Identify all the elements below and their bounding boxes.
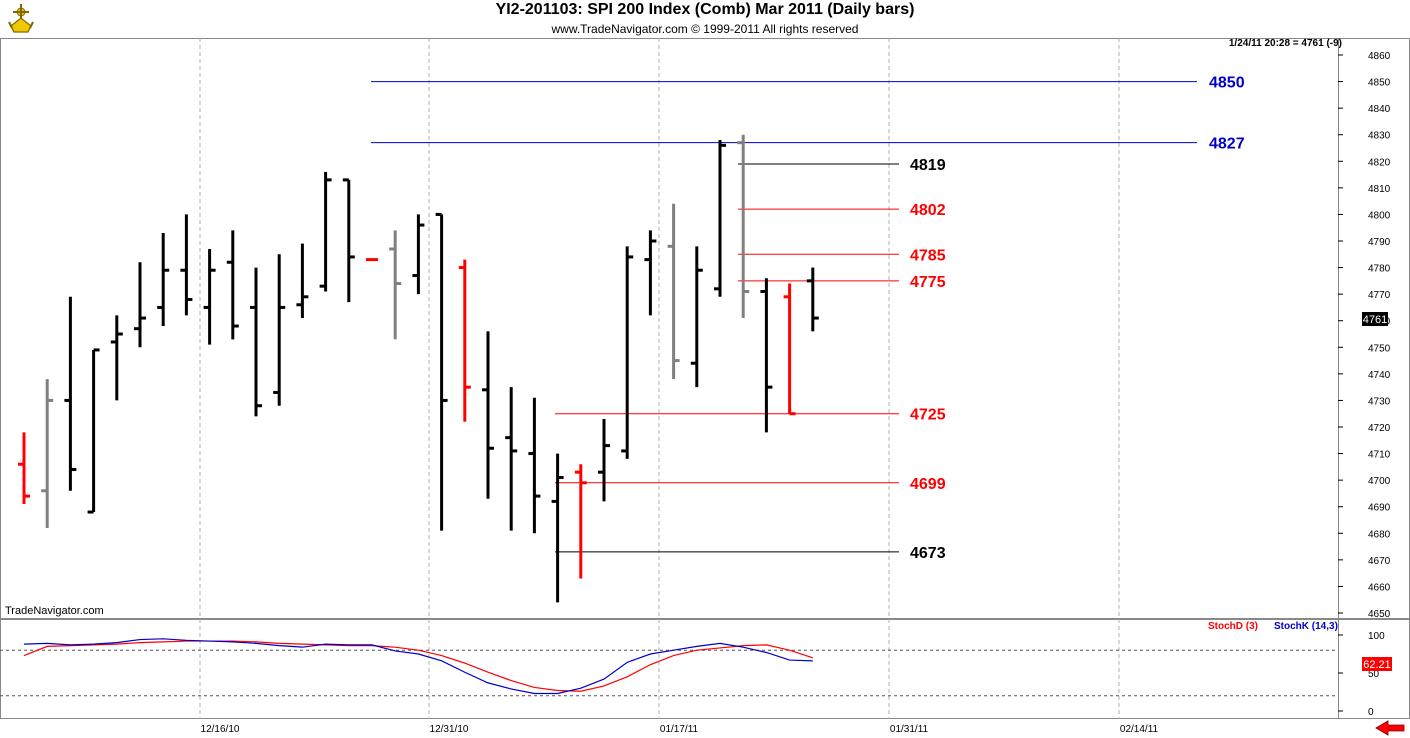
ohlc-bar xyxy=(319,171,332,292)
price-axis-label: 4790 xyxy=(1368,237,1391,248)
x-tick-label: 02/14/11 xyxy=(1120,724,1159,735)
status-readout: 1/24/11 20:28 = 4761 (-9) xyxy=(1229,38,1342,49)
ohlc-bar xyxy=(157,233,170,327)
stochk-line xyxy=(23,638,813,695)
ohlc-bar xyxy=(760,278,773,433)
ohlc-bar xyxy=(110,315,123,401)
price-axis-label: 4690 xyxy=(1368,503,1391,514)
ohlc-bar xyxy=(690,246,703,388)
last-price-label: 4761 xyxy=(1363,314,1387,326)
price-level-label: 4819 xyxy=(910,157,946,174)
chart-title: YI2-201103: SPI 200 Index (Comb) Mar 201… xyxy=(495,1,915,18)
ohlc-bar xyxy=(644,230,657,316)
ohlc-bar xyxy=(482,331,494,499)
ohlc-bar xyxy=(621,246,634,459)
ohlc-bar xyxy=(64,296,77,491)
ohlc-bar xyxy=(667,203,680,380)
price-axis-label: 4730 xyxy=(1368,396,1391,407)
price-axis-label: 4750 xyxy=(1368,343,1391,354)
stoch-axis-label: 0 xyxy=(1368,707,1374,718)
ohlc-bar xyxy=(180,214,193,316)
ohlc-bar xyxy=(342,178,355,303)
price-axis-label: 4680 xyxy=(1368,529,1391,540)
stoch-value-label: 62.21 xyxy=(1363,659,1391,671)
price-level-label: 4850 xyxy=(1209,75,1245,92)
price-level-label: 4673 xyxy=(910,545,946,562)
ohlc-bar xyxy=(528,397,541,534)
ohlc-bar xyxy=(87,348,100,514)
ohlc-bar xyxy=(296,243,309,319)
ohlc-bar xyxy=(551,453,564,603)
ohlc-bar xyxy=(598,419,610,502)
ohlc-bar xyxy=(389,230,402,340)
price-axis-label: 4660 xyxy=(1368,582,1391,593)
ohlc-bar xyxy=(574,464,587,579)
ohlc-bar xyxy=(435,212,448,531)
price-level-label: 4785 xyxy=(910,247,946,264)
price-axis-label: 4650 xyxy=(1368,609,1391,620)
stoch-axis-label: 100 xyxy=(1368,631,1385,642)
price-axis-label: 4670 xyxy=(1368,556,1391,567)
price-axis-label: 4830 xyxy=(1368,131,1391,142)
price-axis-label: 4800 xyxy=(1368,210,1391,221)
ohlc-bar xyxy=(226,230,239,340)
ohlc-bar xyxy=(783,283,796,416)
price-axis-label: 4770 xyxy=(1368,290,1391,301)
stochd-legend: StochD (3) xyxy=(1208,621,1258,632)
price-axis-label: 4710 xyxy=(1368,450,1391,461)
price-axis-label: 4850 xyxy=(1368,78,1391,89)
stoch-value-marker: 62.21 xyxy=(1362,657,1392,671)
x-tick-label: 01/17/11 xyxy=(660,724,699,735)
price-axis-label: 4780 xyxy=(1368,264,1391,275)
x-tick-label: 12/16/10 xyxy=(201,724,240,735)
ohlc-bar xyxy=(41,379,54,528)
watermark-label: TradeNavigator.com xyxy=(5,605,104,617)
stochk-legend: StochK (14,3) xyxy=(1274,621,1338,632)
ohlc-bar xyxy=(412,214,425,295)
ohlc-bar xyxy=(273,254,286,406)
scroll-arrow-icon[interactable] xyxy=(1372,720,1408,737)
ohlc-bar xyxy=(714,140,726,297)
ohlc-bar xyxy=(18,432,30,505)
indicator-panel-frame xyxy=(0,619,1410,719)
ohlc-bar xyxy=(134,262,146,348)
price-level-label: 4775 xyxy=(910,274,946,291)
price-axis-label: 4820 xyxy=(1368,157,1391,168)
price-axis-label: 4700 xyxy=(1368,476,1391,487)
ohlc-bar xyxy=(505,387,518,531)
stoch-axis-label: 50 xyxy=(1368,669,1380,680)
copyright-subtitle: www.TradeNavigator.com © 1999-2011 All r… xyxy=(551,22,859,36)
price-level-label: 4802 xyxy=(910,202,946,219)
price-panel-frame xyxy=(0,38,1410,619)
last-price-marker: 4761 xyxy=(1362,312,1388,326)
x-tick-label: 01/31/11 xyxy=(890,724,929,735)
ohlc-bar xyxy=(806,267,819,332)
price-axis-label: 4720 xyxy=(1368,423,1391,434)
trade-navigator-logo-icon xyxy=(6,2,36,34)
price-axis-label: 4810 xyxy=(1368,184,1391,195)
x-tick-label: 12/31/10 xyxy=(430,724,469,735)
price-axis-label: 4740 xyxy=(1368,370,1391,381)
price-level-label: 4725 xyxy=(910,407,946,424)
ohlc-bar xyxy=(250,267,262,417)
price-level-label: 4827 xyxy=(1209,136,1245,153)
price-axis-label: 4840 xyxy=(1368,104,1391,115)
price-level-label: 4699 xyxy=(910,476,946,493)
ohlc-bar xyxy=(203,248,216,345)
chart-header: YI2-201103: SPI 200 Index (Comb) Mar 201… xyxy=(0,0,1410,38)
ohlc-bar xyxy=(458,259,471,422)
price-axis-label: 4860 xyxy=(1368,51,1391,62)
ohlc-bar xyxy=(737,134,750,319)
stochd-line xyxy=(23,640,813,692)
